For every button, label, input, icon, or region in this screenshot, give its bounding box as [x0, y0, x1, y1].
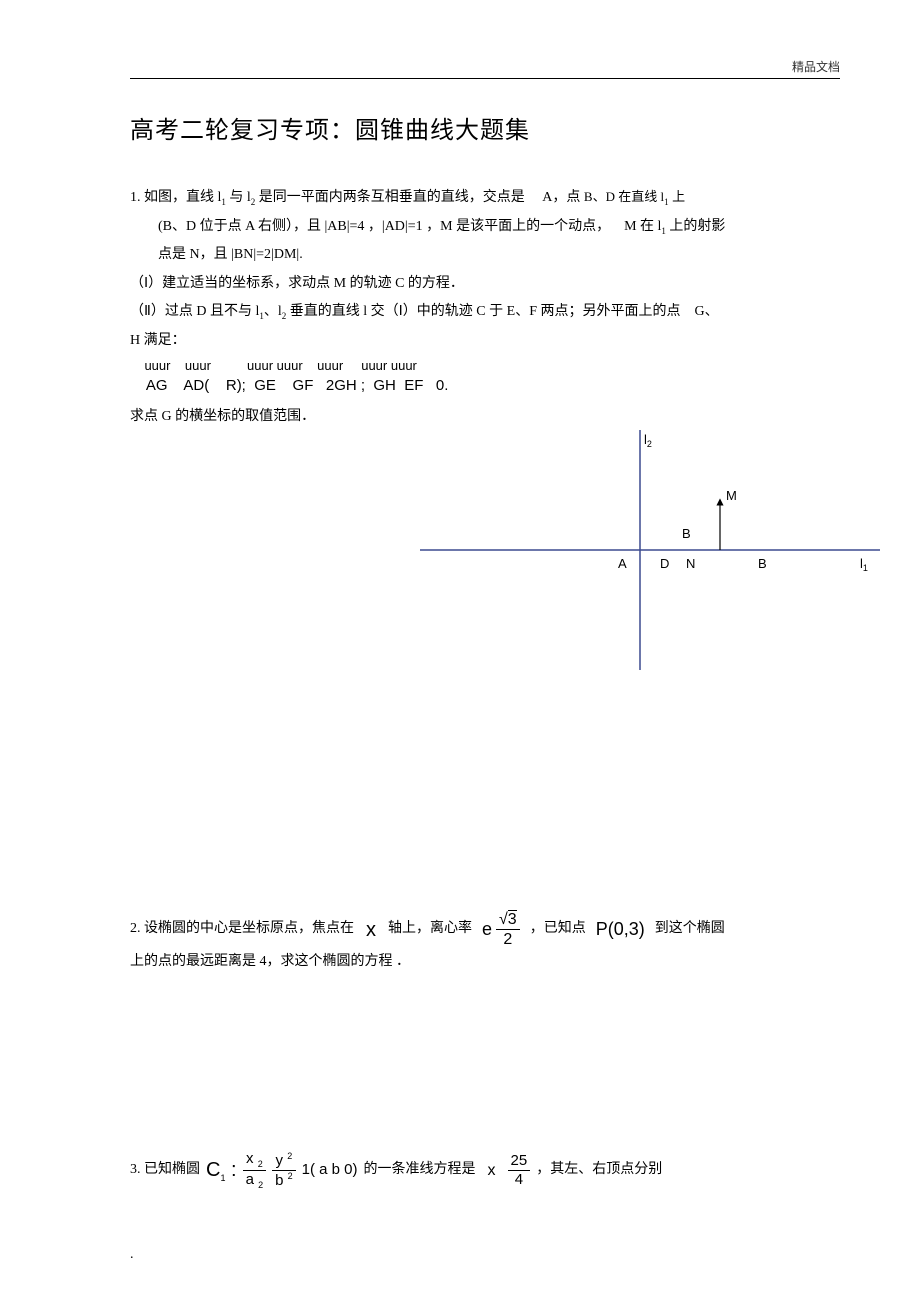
header-rule [130, 78, 840, 79]
page-title: 高考二轮复习专项：圆锥曲线大题集 [130, 110, 840, 145]
q2-line2: 上的点的最远距离是 4，求这个椭圆的方程 ． [130, 949, 840, 974]
vector-arrows: uuur uuur uuur uuur uuur uuur uuur [130, 357, 840, 375]
text: 的一条准线方程是 [364, 1159, 476, 1181]
header-tag: 精品文档 [792, 58, 840, 75]
text: ，其左、右顶点分别 [536, 1159, 662, 1181]
text: 3. 已知椭圆 [130, 1159, 200, 1181]
text: 轴上，离心率 [388, 918, 472, 940]
q1-line1: 1. 如图，直线 l1 与 l2 是同一平面内两条互相垂直的直线，交点是 A，点… [130, 185, 840, 212]
label-B-right: B [758, 556, 767, 571]
denominator: 2 [496, 930, 520, 949]
text: （Ⅱ）过点 D 且不与 l [130, 304, 259, 319]
text: 1. 如图，直线 l [130, 190, 221, 205]
frac-25-4: 25 4 [508, 1152, 531, 1189]
text: 与 l [229, 190, 250, 205]
text: 2. 设椭圆的中心是坐标原点，焦点在 [130, 918, 354, 940]
label-l1: l1 [860, 556, 868, 573]
text: 是同一平面内两条互相垂直的直线，交点是 [259, 190, 525, 205]
question-2: 2. 设椭圆的中心是坐标原点，焦点在 x 轴上，离心率 e √3 2 ，已知点 … [130, 910, 840, 975]
label-l2: l2 [644, 432, 652, 449]
e-symbol: e [482, 915, 492, 944]
numerator: √3 [496, 910, 520, 930]
text: 上的射影 [669, 219, 725, 234]
label-M: M [726, 488, 737, 503]
sub: 1 [661, 225, 666, 235]
var-x2: x [488, 1158, 496, 1184]
label-N: N [686, 556, 695, 571]
footer-dot: . [130, 1247, 134, 1263]
text: G、 [694, 304, 718, 319]
text: (B、D 位于点 A 右侧），且 |AB|=4 ，|AD|=1 ，M 是该平面上… [158, 219, 610, 234]
label-B-top: B [682, 526, 691, 541]
page-content: 高考二轮复习专项：圆锥曲线大题集 1. 如图，直线 l1 与 l2 是同一平面内… [130, 110, 840, 432]
q1-line3: 点是 N，且 |BN|=2|DM|. [130, 242, 840, 269]
C1-label: C1 : [206, 1154, 237, 1186]
text: B、D 在直线 l [584, 189, 664, 204]
text: A，点 [542, 190, 580, 205]
text: ，已知点 [530, 918, 586, 940]
eccentricity: e √3 2 [482, 910, 520, 949]
text: 、l [264, 304, 282, 319]
sub: 2 [251, 197, 256, 207]
text: 到这个椭圆 [655, 918, 725, 940]
var-x: x [366, 914, 376, 946]
label-A: A [618, 556, 627, 571]
q1-line5: （Ⅱ）过点 D 且不与 l1、l2 垂直的直线 l 交（Ⅰ）中的轨迹 C 于 E… [130, 299, 840, 326]
text: M 在 l [624, 219, 661, 234]
question-3: 3. 已知椭圆 C1 : x 2 a 2 y 2 b 2 1( a b 0) 的… [130, 1150, 840, 1191]
frac-y2b2: y 2 b 2 [272, 1151, 296, 1190]
text: 上 [672, 189, 685, 204]
eq-cond: 1( a b 0) [302, 1158, 358, 1182]
text: 垂直的直线 l 交（Ⅰ）中的轨迹 C 于 E、F 两点；另外平面上的点 [290, 304, 681, 319]
label-D: D [660, 556, 669, 571]
vector-equation: AG AD( R); GE GF 2GH ; GH EF 0. [130, 375, 840, 396]
q1-line6: H 满足： [130, 328, 840, 355]
sub: 1 [664, 197, 669, 207]
sub: 1 [221, 197, 226, 207]
sub: 2 [282, 311, 287, 321]
coordinate-diagram: l2 M B A D N B l1 [420, 410, 880, 690]
q1-line2: (B、D 位于点 A 右侧），且 |AB|=4 ，|AD|=1 ，M 是该平面上… [130, 214, 840, 241]
frac-x2a2: x 2 a 2 [243, 1150, 267, 1191]
q1-line4: （Ⅰ）建立适当的坐标系，求动点 M 的轨迹 C 的方程． [130, 271, 840, 298]
point-P: P(0,3) [596, 915, 645, 944]
